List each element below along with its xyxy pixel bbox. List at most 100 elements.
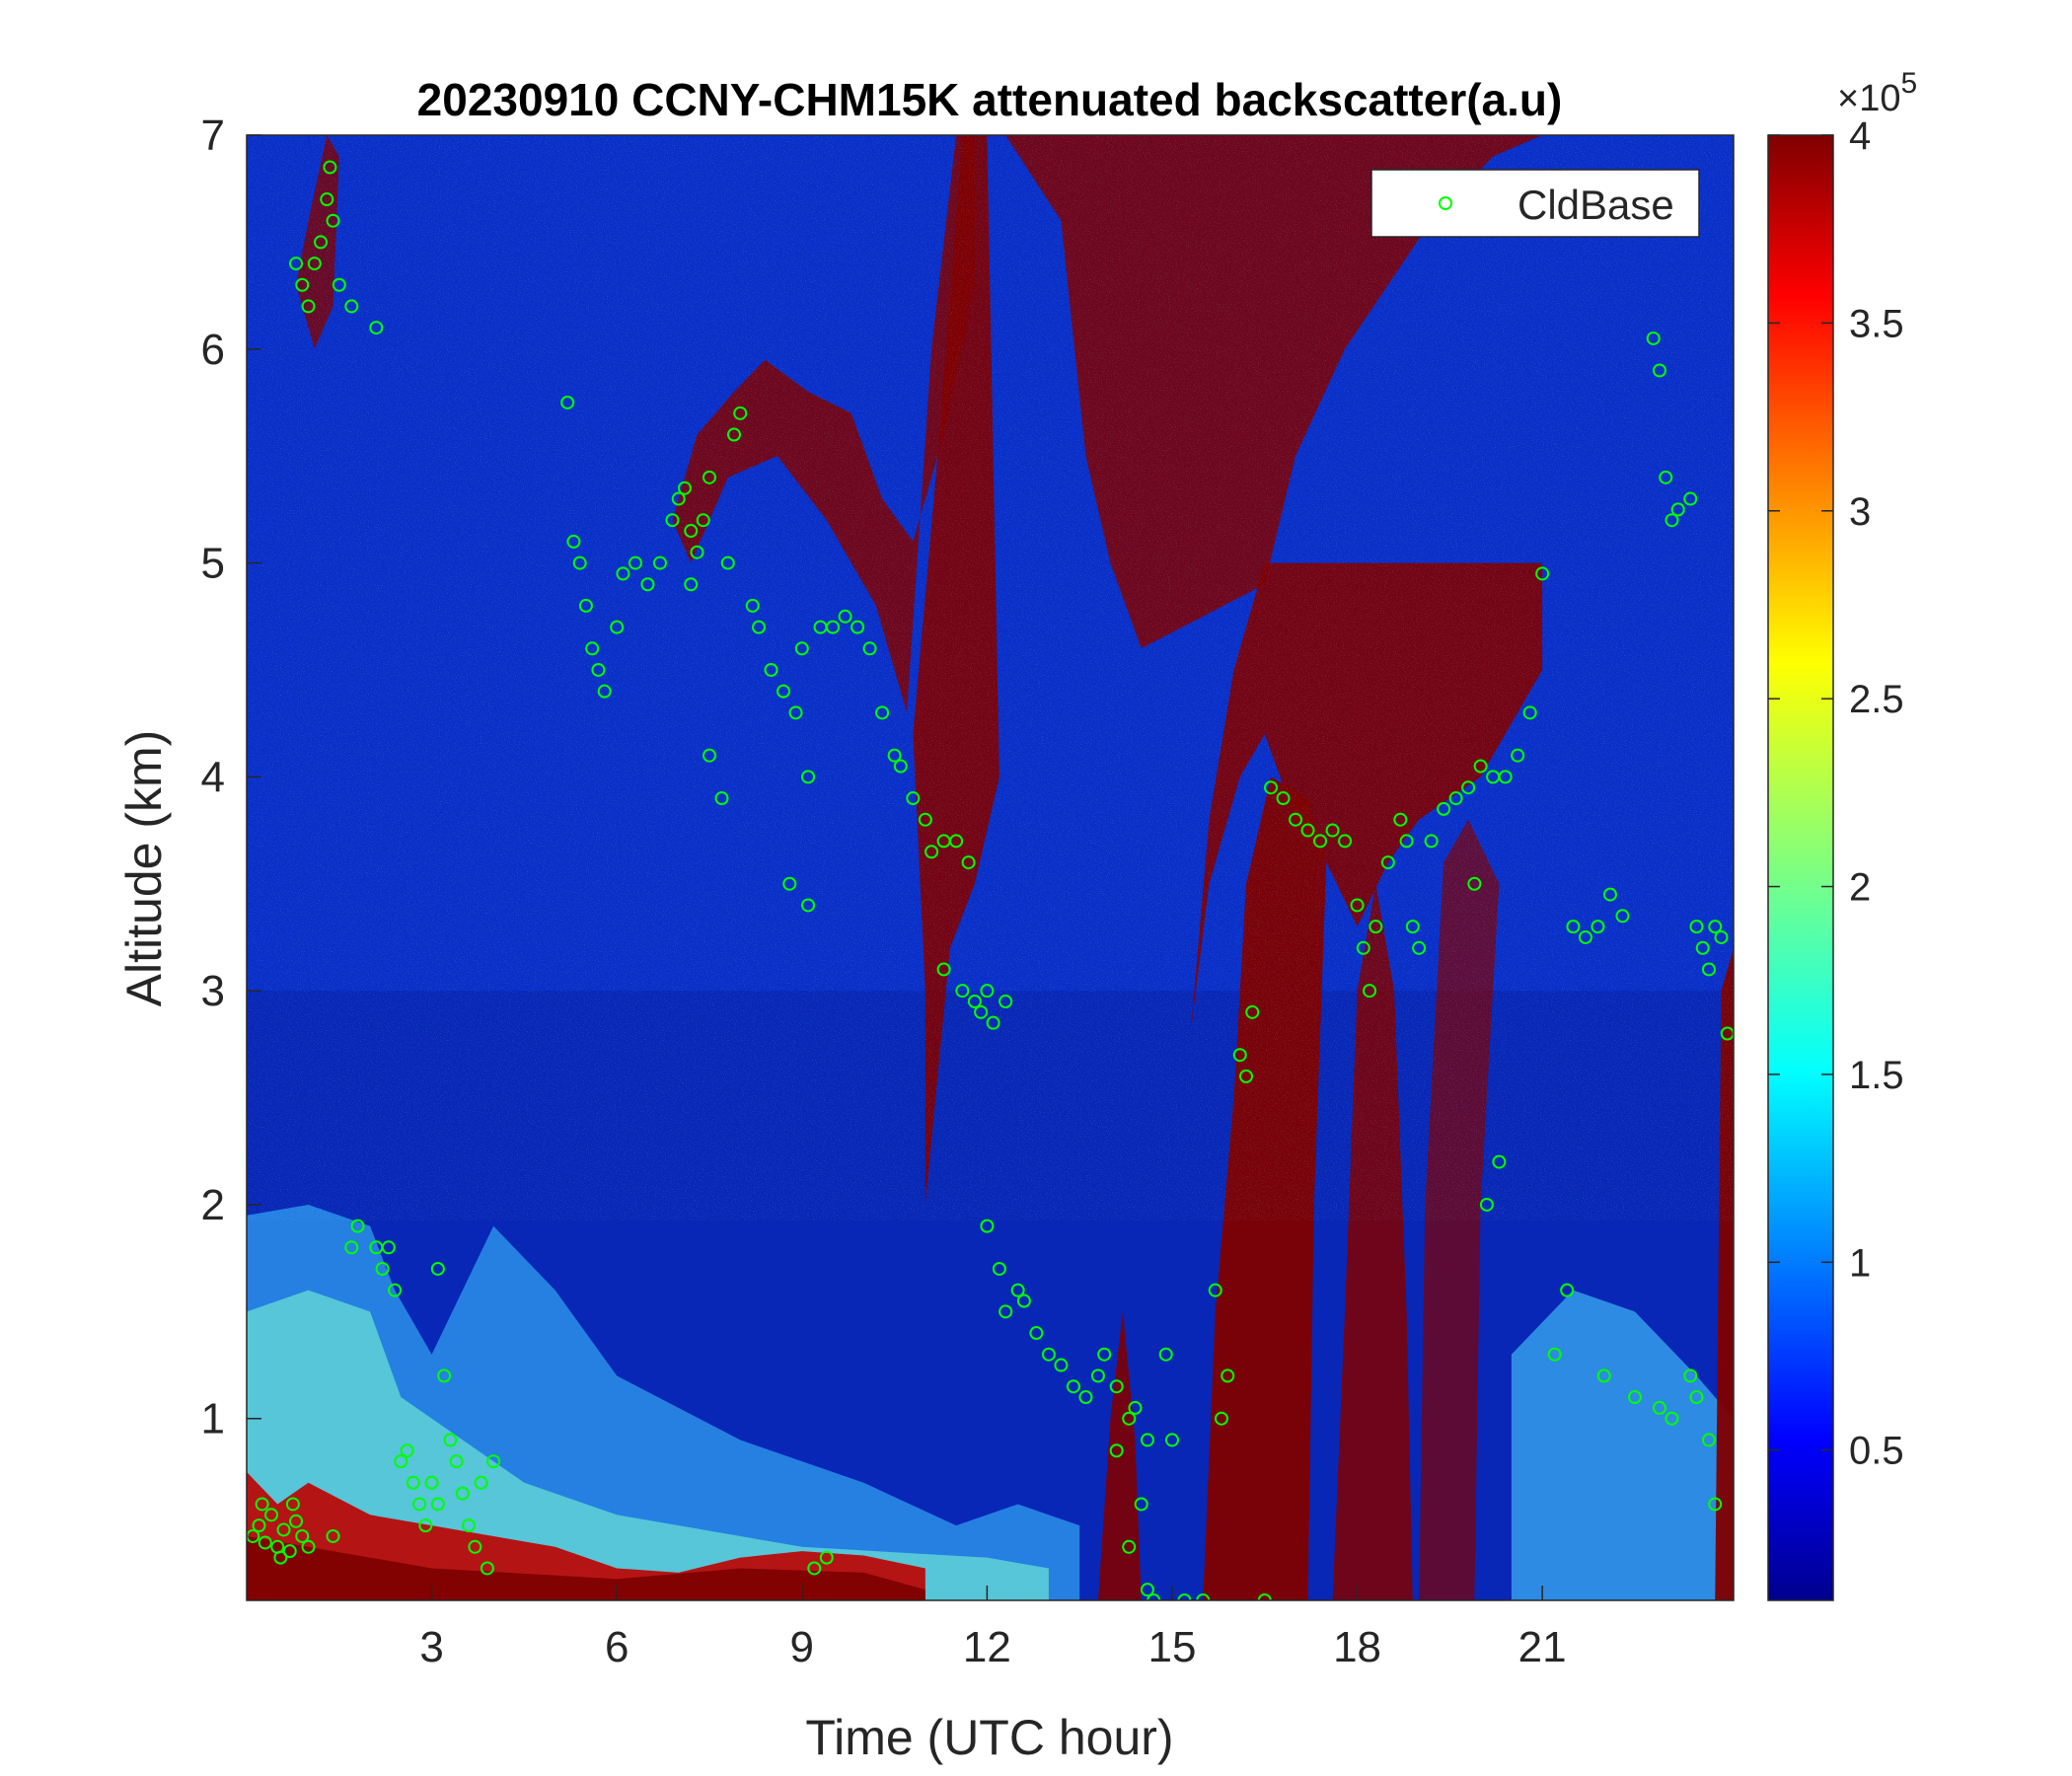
cldbase-point [1313,834,1328,849]
y-tick-label: 6 [201,326,225,374]
cldbase-point [936,962,951,977]
cldbase-point [1695,940,1710,955]
cldbase-point [684,524,699,539]
cldbase-point [1221,1369,1235,1383]
cldbase-point [733,406,748,420]
cldbase-point [862,641,877,656]
cldbase-point [875,705,890,720]
y-tick-label: 7 [201,111,225,160]
colorbar-tick-label: 1 [1849,1241,1871,1285]
cldbase-point [255,1497,269,1512]
cldbase-point [468,1539,482,1554]
cldbase-point [1511,748,1525,763]
y-axis: 1 2 3 4 5 6 7 [201,111,261,1443]
cldbase-point [801,770,816,784]
cldbase-point [918,812,932,827]
cldbase-point [1547,1347,1562,1362]
cldbase-point [986,1015,1000,1030]
cldbase-point [462,1518,477,1533]
cldbase-point [1424,834,1439,849]
cldbase-point [1701,962,1716,977]
cldbase-point [578,598,593,613]
cldbase-point [1627,1390,1642,1405]
cldbase-markers [247,160,1734,1600]
cldbase-point [307,257,322,271]
heatmap-aerosol-late [1511,1290,1734,1600]
cldbase-point [1029,1326,1044,1341]
y-tick-label: 3 [201,967,225,1015]
cldbase-point [1596,1369,1611,1383]
cldbase-point [480,1561,494,1576]
cldbase-point [474,1475,488,1490]
cldbase-point [696,513,710,528]
cldbase-point [1560,1283,1575,1297]
cldbase-point [455,1486,470,1501]
cldbase-point [252,1518,266,1533]
cldbase-point [720,555,735,570]
cldbase-point [801,898,816,913]
colorbar-bar [1767,134,1834,1601]
y-tick-label: 4 [201,753,225,801]
cldbase-point [1232,1048,1247,1063]
cldbase-point [1257,1593,1272,1600]
cldbase-point [788,705,803,720]
cldbase-point [1140,1583,1154,1597]
cldbase-point [974,1004,989,1019]
cldbase-point [794,641,809,656]
cldbase-point [677,481,692,495]
cldbase-point [1479,1197,1494,1212]
cldbase-point [285,1497,300,1512]
cldbase-point [752,620,767,634]
cldbase-point [400,1443,414,1458]
cldbase-point [585,641,600,656]
cldbase-point [1473,759,1488,774]
cldbase-point [1615,909,1630,924]
cldbase-point [1208,1283,1222,1297]
cldbase-point [1245,1004,1260,1019]
x-tick-label: 3 [419,1623,443,1671]
cldbase-point [1708,920,1723,934]
cldbase-point [323,160,337,175]
cldbase-point [980,984,995,999]
cldbase-point [566,534,581,549]
x-tick-label: 18 [1333,1623,1381,1671]
cldbase-point [449,1454,464,1469]
cldbase-point [1708,1497,1723,1512]
cldbase-point [1602,887,1617,902]
cldbase-point [1714,929,1729,944]
cldbase-point [258,1535,272,1550]
cldbase-point [893,759,908,774]
cldbase-point [1196,1593,1211,1600]
cldbase-point [430,1261,445,1276]
legend-marker [1439,196,1452,210]
y-tick-label: 2 [201,1181,225,1229]
cldbase-point [1461,780,1476,795]
plot-area [247,135,1734,1600]
cldbase-point [264,1508,279,1522]
cldbase-point [1652,363,1666,378]
cldbase-point [295,277,310,292]
colorbar-tick-label: 2.5 [1849,678,1904,721]
cldbase-point [1090,1369,1105,1383]
colorbar-tick-label: 4 [1849,114,1871,158]
cldbase-point [1412,940,1427,955]
cldbase-point [967,994,982,1008]
cldbase-point [702,748,716,763]
colorbar-tick-label: 2 [1849,866,1871,910]
cldbase-point [1437,801,1451,816]
cldbase-point [819,1550,834,1565]
cldbase-point [764,662,778,677]
cldbase-point [826,620,841,634]
cldbase-point [1078,1390,1093,1405]
cldbase-point [301,299,316,314]
cldbase-point [838,609,852,624]
cldbase-point [1363,984,1377,999]
heatmap-noise [247,135,1734,1221]
cldbase-point [295,1528,310,1543]
cldbase-point [1652,1400,1666,1415]
colorbar-tick-label: 3 [1849,490,1871,534]
cldbase-point [665,513,680,528]
cldbase-point [610,620,625,634]
colorbar-exponent: ×105 [1837,67,1917,119]
